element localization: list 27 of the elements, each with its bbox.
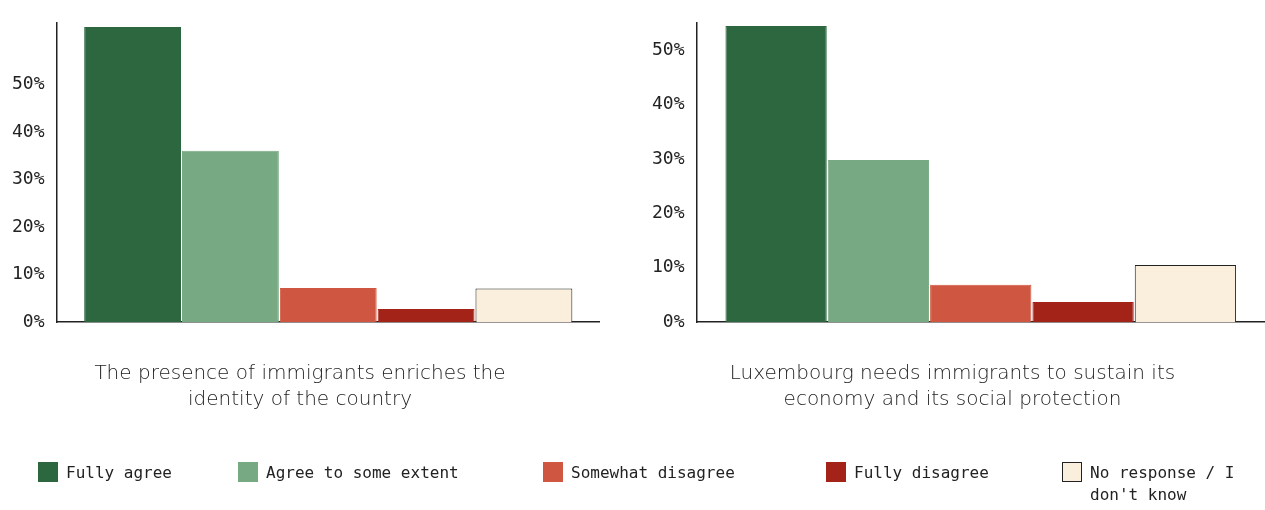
bar [827,159,930,323]
bar [182,150,279,323]
y-tick-label: 10% [12,262,45,284]
legend-label: Fully disagree [854,462,989,484]
legend-label: Agree to some extent [266,462,459,484]
y-tick-label: 0% [22,309,45,331]
y-tick-label: 20% [12,214,45,236]
legend-label: Somewhat disagree [571,462,735,484]
legend-label: Fully agree [66,462,172,484]
legend-label: No response / I don't know [1090,462,1236,506]
y-tick-label: 40% [12,119,45,141]
bar [725,26,827,323]
bar [84,27,182,323]
x-axis-title: The presence of immigrants enriches the identity of the country [93,359,507,411]
y-tick-label: 0% [662,309,685,331]
x-axis-title: Luxembourg needs immigrants to sustain its economy and its social protection [728,359,1177,411]
y-tick-label: 20% [652,201,685,222]
y-tick-label: 30% [12,167,45,189]
y-tick-label: 50% [652,37,685,59]
y-tick-label: 10% [652,255,685,277]
y-tick-label: 40% [652,92,685,114]
bar [377,308,475,323]
y-tick-label: 30% [652,146,685,168]
y-tick-label: 50% [12,72,45,94]
bar [1032,302,1134,323]
bar [279,287,377,323]
bar [930,284,1032,323]
